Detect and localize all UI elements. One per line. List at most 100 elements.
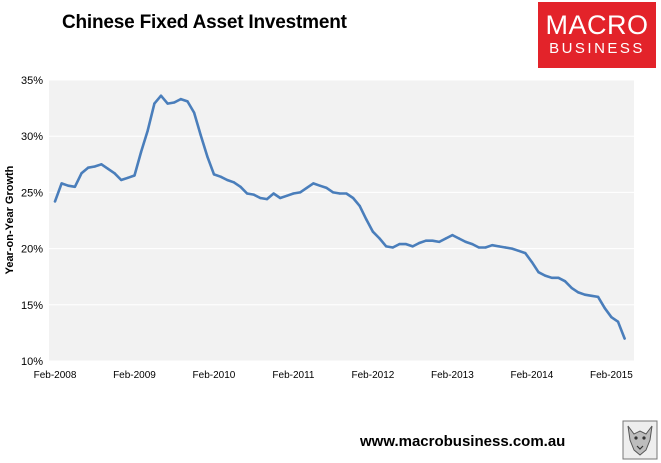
data-point (583, 293, 587, 296)
y-tick-label: 30% (21, 131, 43, 143)
data-point (259, 196, 262, 200)
data-point (331, 191, 335, 194)
data-point (497, 245, 500, 248)
data-point (510, 247, 514, 250)
data-point (159, 94, 163, 97)
data-point (557, 276, 560, 280)
data-point (93, 165, 96, 168)
data-point (186, 100, 189, 103)
data-point (411, 245, 414, 248)
data-point (398, 242, 401, 246)
data-point (570, 286, 573, 290)
data-point (265, 197, 269, 201)
data-point (596, 295, 600, 299)
x-tick-label: Feb-2010 (193, 370, 236, 381)
x-tick-label: Feb-2015 (590, 370, 633, 381)
data-point (524, 251, 527, 255)
chart-title: Chinese Fixed Asset Investment (62, 12, 347, 33)
data-point (351, 196, 355, 200)
data-point (365, 218, 368, 221)
data-point (378, 237, 381, 240)
data-point (212, 173, 216, 176)
data-point (106, 167, 110, 170)
x-tick-label: Feb-2013 (431, 370, 474, 381)
data-point (404, 242, 408, 246)
macrobusiness-logo: MACRO BUSINESS (538, 2, 656, 68)
data-point (60, 182, 63, 185)
data-point (530, 260, 534, 264)
y-tick-label: 10% (21, 356, 43, 368)
y-tick-label: 35% (21, 75, 43, 87)
data-point (318, 184, 322, 187)
data-point (550, 276, 553, 280)
data-point (192, 111, 196, 114)
data-point (153, 102, 156, 105)
logo-line-business: BUSINESS (549, 40, 645, 57)
y-tick-label: 20% (21, 244, 43, 256)
data-point (292, 192, 295, 195)
data-point (537, 271, 540, 274)
data-point (133, 174, 136, 177)
data-point (577, 291, 580, 294)
wolf-seal-icon (622, 420, 658, 460)
data-point (100, 163, 103, 166)
data-point (219, 175, 222, 178)
data-point (504, 246, 507, 249)
data-point (490, 244, 494, 247)
data-point (517, 249, 520, 253)
data-point (623, 337, 626, 340)
series-layer (53, 94, 626, 340)
data-point (477, 246, 481, 249)
x-tick-label: Feb-2012 (352, 370, 395, 381)
data-point (206, 155, 209, 158)
data-point (312, 182, 315, 185)
data-point (173, 101, 176, 104)
plot-area (49, 80, 634, 361)
data-point (424, 239, 428, 242)
x-tick-label: Feb-2014 (510, 370, 553, 381)
data-point (139, 150, 143, 154)
data-point (298, 191, 302, 194)
data-point (371, 230, 375, 233)
data-point (437, 240, 441, 244)
data-point (113, 172, 116, 175)
data-point (358, 204, 361, 208)
y-tick-label: 25% (21, 187, 43, 199)
data-point (464, 240, 467, 244)
data-point (239, 185, 242, 188)
data-point (53, 200, 57, 203)
data-point (252, 193, 255, 196)
x-tick-label: Feb-2011 (272, 370, 315, 381)
data-point (338, 192, 342, 195)
data-point (67, 184, 70, 187)
y-axis-label: Year-on-Year Growth (4, 165, 16, 274)
data-point (146, 129, 149, 132)
data-point (272, 192, 275, 195)
data-point (603, 306, 606, 310)
data-point (73, 185, 77, 188)
x-tick-label: Feb-2008 (34, 370, 77, 381)
data-point (166, 102, 169, 105)
x-tick-label: Feb-2009 (113, 370, 156, 381)
data-point (179, 97, 183, 101)
data-point (345, 192, 348, 195)
data-point (232, 181, 236, 184)
data-point (126, 176, 130, 179)
data-point (418, 241, 421, 245)
logo-line-macro: MACRO (545, 10, 649, 40)
data-point (616, 320, 620, 323)
data-point (86, 166, 90, 169)
data-point (431, 239, 434, 242)
data-point (285, 194, 289, 197)
data-point (563, 279, 567, 283)
data-point (305, 186, 308, 190)
data-point (80, 172, 83, 175)
data-point (391, 246, 394, 249)
data-point (590, 294, 593, 298)
data-point (484, 246, 487, 249)
data-point (471, 242, 474, 246)
data-point (543, 274, 547, 277)
website-url: www.macrobusiness.com.au (360, 433, 566, 450)
data-point (199, 133, 202, 137)
data-point (610, 315, 613, 319)
